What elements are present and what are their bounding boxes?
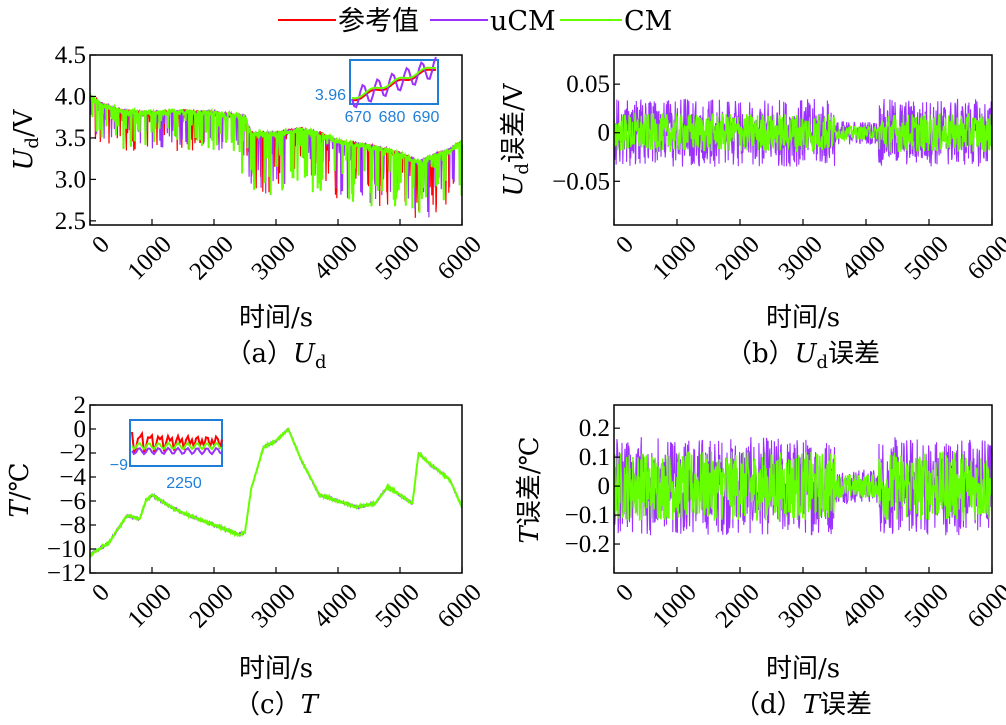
panel-b-yticks: 0.05 0 −0.05 [552, 71, 620, 195]
y-tick-label: 4.5 [55, 42, 86, 69]
panel-d-caption: （d）T误差 [734, 690, 872, 720]
panel-a-ylabel: Ud/V [9, 108, 43, 170]
panel-c-caption: （c）T [234, 690, 320, 720]
CM-error-series-line [613, 111, 993, 153]
panel-c-plot [89, 427, 463, 559]
inset-x-tick-label: 680 [379, 109, 406, 126]
panel-c-ylabel: T/℃ [5, 462, 35, 517]
x-tick-label: 1000 [123, 579, 177, 633]
y-tick-label: 2 [74, 392, 87, 419]
panel-d-xlabel: 时间/s [766, 654, 840, 684]
x-tick-label: 5000 [900, 231, 954, 285]
ref-inset-line [131, 430, 223, 455]
panel-c-yticks: 20−2−4−6−8−10−12 [47, 392, 96, 587]
panel-d-plot [613, 437, 993, 536]
y-tick-label: −2 [59, 440, 86, 467]
panel-b-caption: （b）Ud误差 [726, 339, 880, 373]
x-tick-label: 0 [611, 231, 639, 259]
x-tick-label: 0 [87, 231, 115, 259]
legend-ucm-label: uCM [490, 6, 556, 37]
x-tick-label: 2000 [711, 231, 765, 285]
y-tick-label: −12 [47, 560, 86, 587]
x-tick-label: 6000 [433, 231, 487, 285]
x-tick-label: 5000 [371, 579, 425, 633]
panel-d-xticks: 0 1000 2000 3000 4000 5000 6000 [611, 567, 1006, 633]
x-tick-label: 3000 [247, 231, 301, 285]
x-tick-label: 1000 [123, 231, 177, 285]
x-tick-label: 3000 [774, 231, 828, 285]
panel-b: 0.05 0 −0.05 0 1000 2000 3000 4000 5000 6000 Ud误… [499, 54, 1006, 373]
panel-d: 0.20.10−0.1−0.2 0 1000 2000 3000 4000 5000 600… [515, 404, 1006, 720]
legend: 参考值 uCM CM [278, 6, 672, 37]
inset-y-tick-label: 3.96 [315, 87, 346, 104]
panel-c: 20−2−4−6−8−10−12 0 1000 2000 3000 4000 5000 60… [5, 392, 487, 720]
ucm-inset-line [131, 446, 223, 456]
panel-d-yticks: 0.20.10−0.1−0.2 [565, 415, 620, 558]
cm-series-line [89, 427, 463, 559]
panel-a-xlabel: 时间/s [239, 303, 313, 333]
y-tick-label: −6 [59, 488, 86, 515]
y-tick-label: 4.0 [55, 83, 86, 110]
inset-x-tick-label: 670 [345, 109, 372, 126]
y-tick-label: −0.05 [552, 168, 610, 195]
panel-b-ylabel: Ud误差/V [499, 82, 533, 196]
x-tick-label: 6000 [963, 231, 1006, 285]
panel-b-xlabel: 时间/s [766, 303, 840, 333]
y-tick-label: −0.1 [565, 502, 610, 529]
x-tick-label: 6000 [963, 579, 1006, 633]
cm-series-line [89, 93, 463, 213]
x-tick-label: 4000 [309, 231, 363, 285]
x-tick-label: 5000 [371, 231, 425, 285]
x-tick-label: 2000 [185, 231, 239, 285]
y-tick-label: 3.0 [55, 166, 86, 193]
cm-inset-line [131, 441, 223, 451]
x-tick-label: 3000 [774, 579, 828, 633]
y-tick-label: −8 [59, 512, 86, 539]
inset-y-tick-label: −9 [110, 457, 128, 474]
y-tick-label: −10 [47, 536, 86, 563]
y-tick-label: 3.5 [55, 125, 86, 152]
cm-inset-line [351, 66, 437, 100]
inset-x-tick-label: 2250 [166, 475, 202, 492]
x-tick-label: 0 [87, 579, 115, 607]
panel-a: 2.5 3.0 3.5 4.0 4.5 0 1000 2000 3000 4000 5000 600… [9, 42, 487, 373]
x-tick-label: 4000 [837, 231, 891, 285]
inset-x-tick-label: 690 [413, 109, 440, 126]
x-tick-label: 4000 [837, 579, 891, 633]
y-tick-label: 2.5 [55, 208, 86, 235]
panel-d-ylabel: T误差/℃ [515, 436, 545, 543]
panel-a-caption: （a）Ud [226, 339, 327, 373]
CM-error-series-line [613, 451, 993, 521]
panel-c-inset: −9 2250 [110, 419, 223, 492]
y-tick-label: 0.2 [579, 415, 610, 442]
y-tick-label: −0.2 [565, 531, 610, 558]
x-tick-label: 1000 [648, 231, 702, 285]
panel-c-xticks: 0 1000 2000 3000 4000 5000 6000 [87, 567, 487, 633]
x-tick-label: 2000 [185, 579, 239, 633]
panel-a-xticks: 0 1000 2000 3000 4000 5000 6000 [87, 219, 487, 285]
panel-a-plot [89, 93, 463, 218]
y-tick-label: 0.1 [579, 444, 610, 471]
x-tick-label: 6000 [433, 579, 487, 633]
x-tick-label: 5000 [900, 579, 954, 633]
panel-c-xlabel: 时间/s [239, 654, 313, 684]
x-tick-label: 2000 [711, 579, 765, 633]
legend-ref-label: 参考值 [338, 6, 419, 37]
x-tick-label: 1000 [648, 579, 702, 633]
y-tick-label: 0 [598, 473, 611, 500]
x-tick-label: 3000 [247, 579, 301, 633]
legend-cm-label: CM [624, 6, 672, 37]
x-tick-label: 4000 [309, 579, 363, 633]
panel-a-yticks: 2.5 3.0 3.5 4.0 4.5 [55, 42, 96, 235]
panel-b-plot [613, 98, 993, 167]
y-tick-label: −4 [59, 464, 86, 491]
y-tick-label: 0 [598, 120, 611, 147]
panel-a-inset: 3.96 670 680 690 [315, 56, 440, 126]
y-tick-label: 0 [74, 416, 87, 443]
y-tick-label: 0.05 [566, 71, 610, 98]
panel-b-xticks: 0 1000 2000 3000 4000 5000 6000 [611, 219, 1006, 285]
x-tick-label: 0 [611, 579, 639, 607]
